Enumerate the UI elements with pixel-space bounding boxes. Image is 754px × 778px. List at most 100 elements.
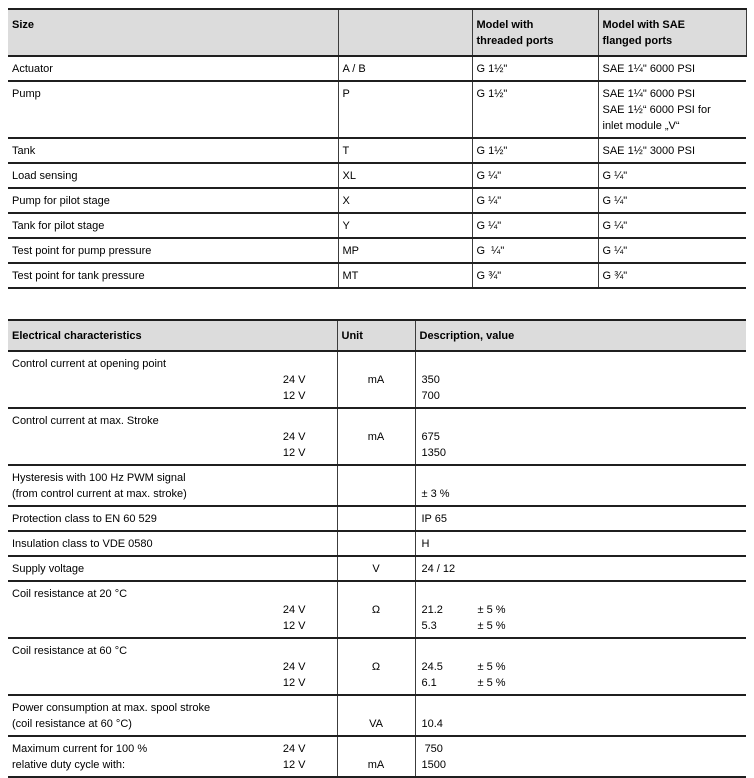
size-cell: G 1½" (471, 56, 598, 81)
size-cell: Actuator (12, 63, 53, 75)
characteristic-cell: Control current at opening point 24 V 12 V (8, 351, 337, 408)
size-header-cell: Size (8, 9, 338, 56)
label-line: 12 V (12, 388, 306, 404)
unit-cell: mA (336, 736, 415, 777)
spec-row: Hysteresis with 100 Hz PWM signal (from c… (8, 465, 746, 506)
value-text: 750 (421, 743, 443, 755)
label-line: 24 V (12, 372, 306, 388)
size-cell: G ¼" (471, 188, 598, 213)
label-line: Hysteresis with 100 Hz PWM signal (12, 470, 306, 486)
size-row: Load sensing XL G ¼" G ¼" (8, 163, 746, 188)
size-cell: X (337, 188, 472, 213)
characteristic-text (12, 618, 283, 634)
characteristic-text: Coil resistance at 20 °C (12, 588, 128, 600)
unit-text: mA (367, 431, 385, 443)
characteristic-text (12, 602, 283, 618)
unit-text (340, 586, 413, 602)
size-cell: Pump for pilot stage (12, 195, 110, 207)
voltage-variant: 24 V (282, 604, 306, 616)
characteristic-cell: Control current at max. Stroke 24 V 12 V (8, 408, 337, 465)
size-table: Size Model with threaded ports Model with … (8, 8, 747, 289)
characteristic-text (12, 429, 283, 445)
characteristic-text (12, 445, 283, 461)
value-text (422, 356, 478, 372)
tolerance-text: ± 5 % (477, 677, 506, 689)
size-cell: G ¾" (471, 263, 598, 288)
characteristic-text: Maximum current for 100 % (12, 743, 148, 755)
value-cell: ± 3 % (414, 465, 746, 506)
characteristic-text: (from control current at max. stroke) (12, 488, 187, 500)
unit-cell (336, 531, 415, 556)
value-line: 1350 (422, 445, 743, 461)
size-table-header: Size Model with threaded ports Model with … (8, 9, 747, 56)
label-line: 24 V (12, 602, 306, 618)
characteristic-text: Protection class to EN 60 529 (12, 513, 157, 525)
value-cell: 21.2 ± 5 % 5.3 ± 5 % (414, 581, 746, 638)
value-line: 750 (422, 741, 743, 757)
tolerance-text: ± 5 % (477, 604, 506, 616)
size-cell: Tank (12, 145, 36, 157)
spec-row: Maximum current for 100 % 24 V relative du… (8, 736, 746, 777)
label-line: Coil resistance at 20 °C (12, 586, 306, 602)
characteristic-text (12, 388, 283, 404)
unit-cell (336, 506, 415, 531)
characteristic-cell: Coil resistance at 60 °C 24 V 12 V (8, 638, 337, 695)
size-cell: G ¼" (597, 213, 746, 238)
spec-row: Control current at max. Stroke 24 V 12 V mA… (8, 408, 746, 465)
label-line: Control current at opening point (12, 356, 306, 372)
size-row: Pump P G 1½" SAE 1¼" 6000 PSI SAE 1½“ 6000 … (8, 81, 746, 138)
unit-text (340, 356, 413, 372)
label-line: 24 V (12, 429, 306, 445)
label-line: (from control current at max. stroke) (12, 486, 306, 502)
unit-text: mA (367, 759, 385, 771)
voltage-variant: 12 V (282, 620, 306, 632)
voltage-variant: 24 V (282, 374, 306, 386)
size-row: Tank T G 1½" SAE 1½" 3000 PSI (8, 138, 746, 163)
size-cell: T (337, 138, 472, 163)
value-line: 21.2 ± 5 % (422, 602, 743, 618)
size-row: Test point for pump pressure MP G ¼" G ¼" (8, 238, 746, 263)
size-cell: Tank for pilot stage (12, 220, 105, 232)
value-text: 5.3 (421, 620, 437, 632)
label-line: 12 V (12, 445, 306, 461)
size-cell: G ¼" (471, 163, 598, 188)
size-cell: Y (337, 213, 472, 238)
value-line: 350 (422, 372, 743, 388)
characteristic-cell: Insulation class to VDE 0580 (8, 531, 337, 556)
value-line (422, 413, 743, 429)
value-text: H (421, 538, 430, 550)
size-row: Test point for tank pressure MT G ¾" G ¾" (8, 263, 746, 288)
value-line: IP 65 (422, 511, 743, 527)
size-cell: SAE 1¼" 6000 PSI (597, 56, 746, 81)
spec-row: Power consumption at max. spool stroke (c… (8, 695, 746, 736)
size-cell: Load sensing (12, 170, 78, 182)
voltage-variant: 24 V (282, 661, 306, 673)
size-header-row: Size Model with threaded ports Model with … (8, 9, 747, 56)
spec-row: Supply voltage V 24 / 12 (8, 556, 746, 581)
size-cell: G ¼" (471, 238, 598, 263)
characteristic-text: Supply voltage (12, 563, 85, 575)
value-line: 24 / 12 (422, 561, 743, 577)
unit-text (340, 700, 413, 716)
unit-cell: Ω (336, 638, 415, 695)
unit-text: V (372, 563, 380, 575)
unit-text: mA (367, 374, 385, 386)
size-header-cell: Model with threaded ports (471, 9, 598, 56)
size-cell: A / B (337, 56, 472, 81)
value-text: 24 / 12 (421, 563, 456, 575)
size-cell: Test point for tank pressure (12, 270, 145, 282)
value-text: 6.1 (421, 677, 437, 689)
size-cell: G 1½" (471, 138, 598, 163)
label-line: relative duty cycle with: 12 V (12, 757, 306, 773)
value-cell: IP 65 (414, 506, 746, 531)
unit-text (340, 413, 413, 429)
value-text (422, 470, 478, 486)
electrical-header-row: Electrical characteristics Unit Descriptio… (8, 320, 746, 351)
unit-text (340, 643, 413, 659)
label-line: Power consumption at max. spool stroke (12, 700, 306, 716)
characteristic-text: Power consumption at max. spool stroke (12, 702, 211, 714)
unit-cell: Ω (336, 581, 415, 638)
tolerance-text: ± 5 % (477, 661, 506, 673)
spec-row: Coil resistance at 60 °C 24 V 12 V Ω 24.5 ± 5… (8, 638, 746, 695)
